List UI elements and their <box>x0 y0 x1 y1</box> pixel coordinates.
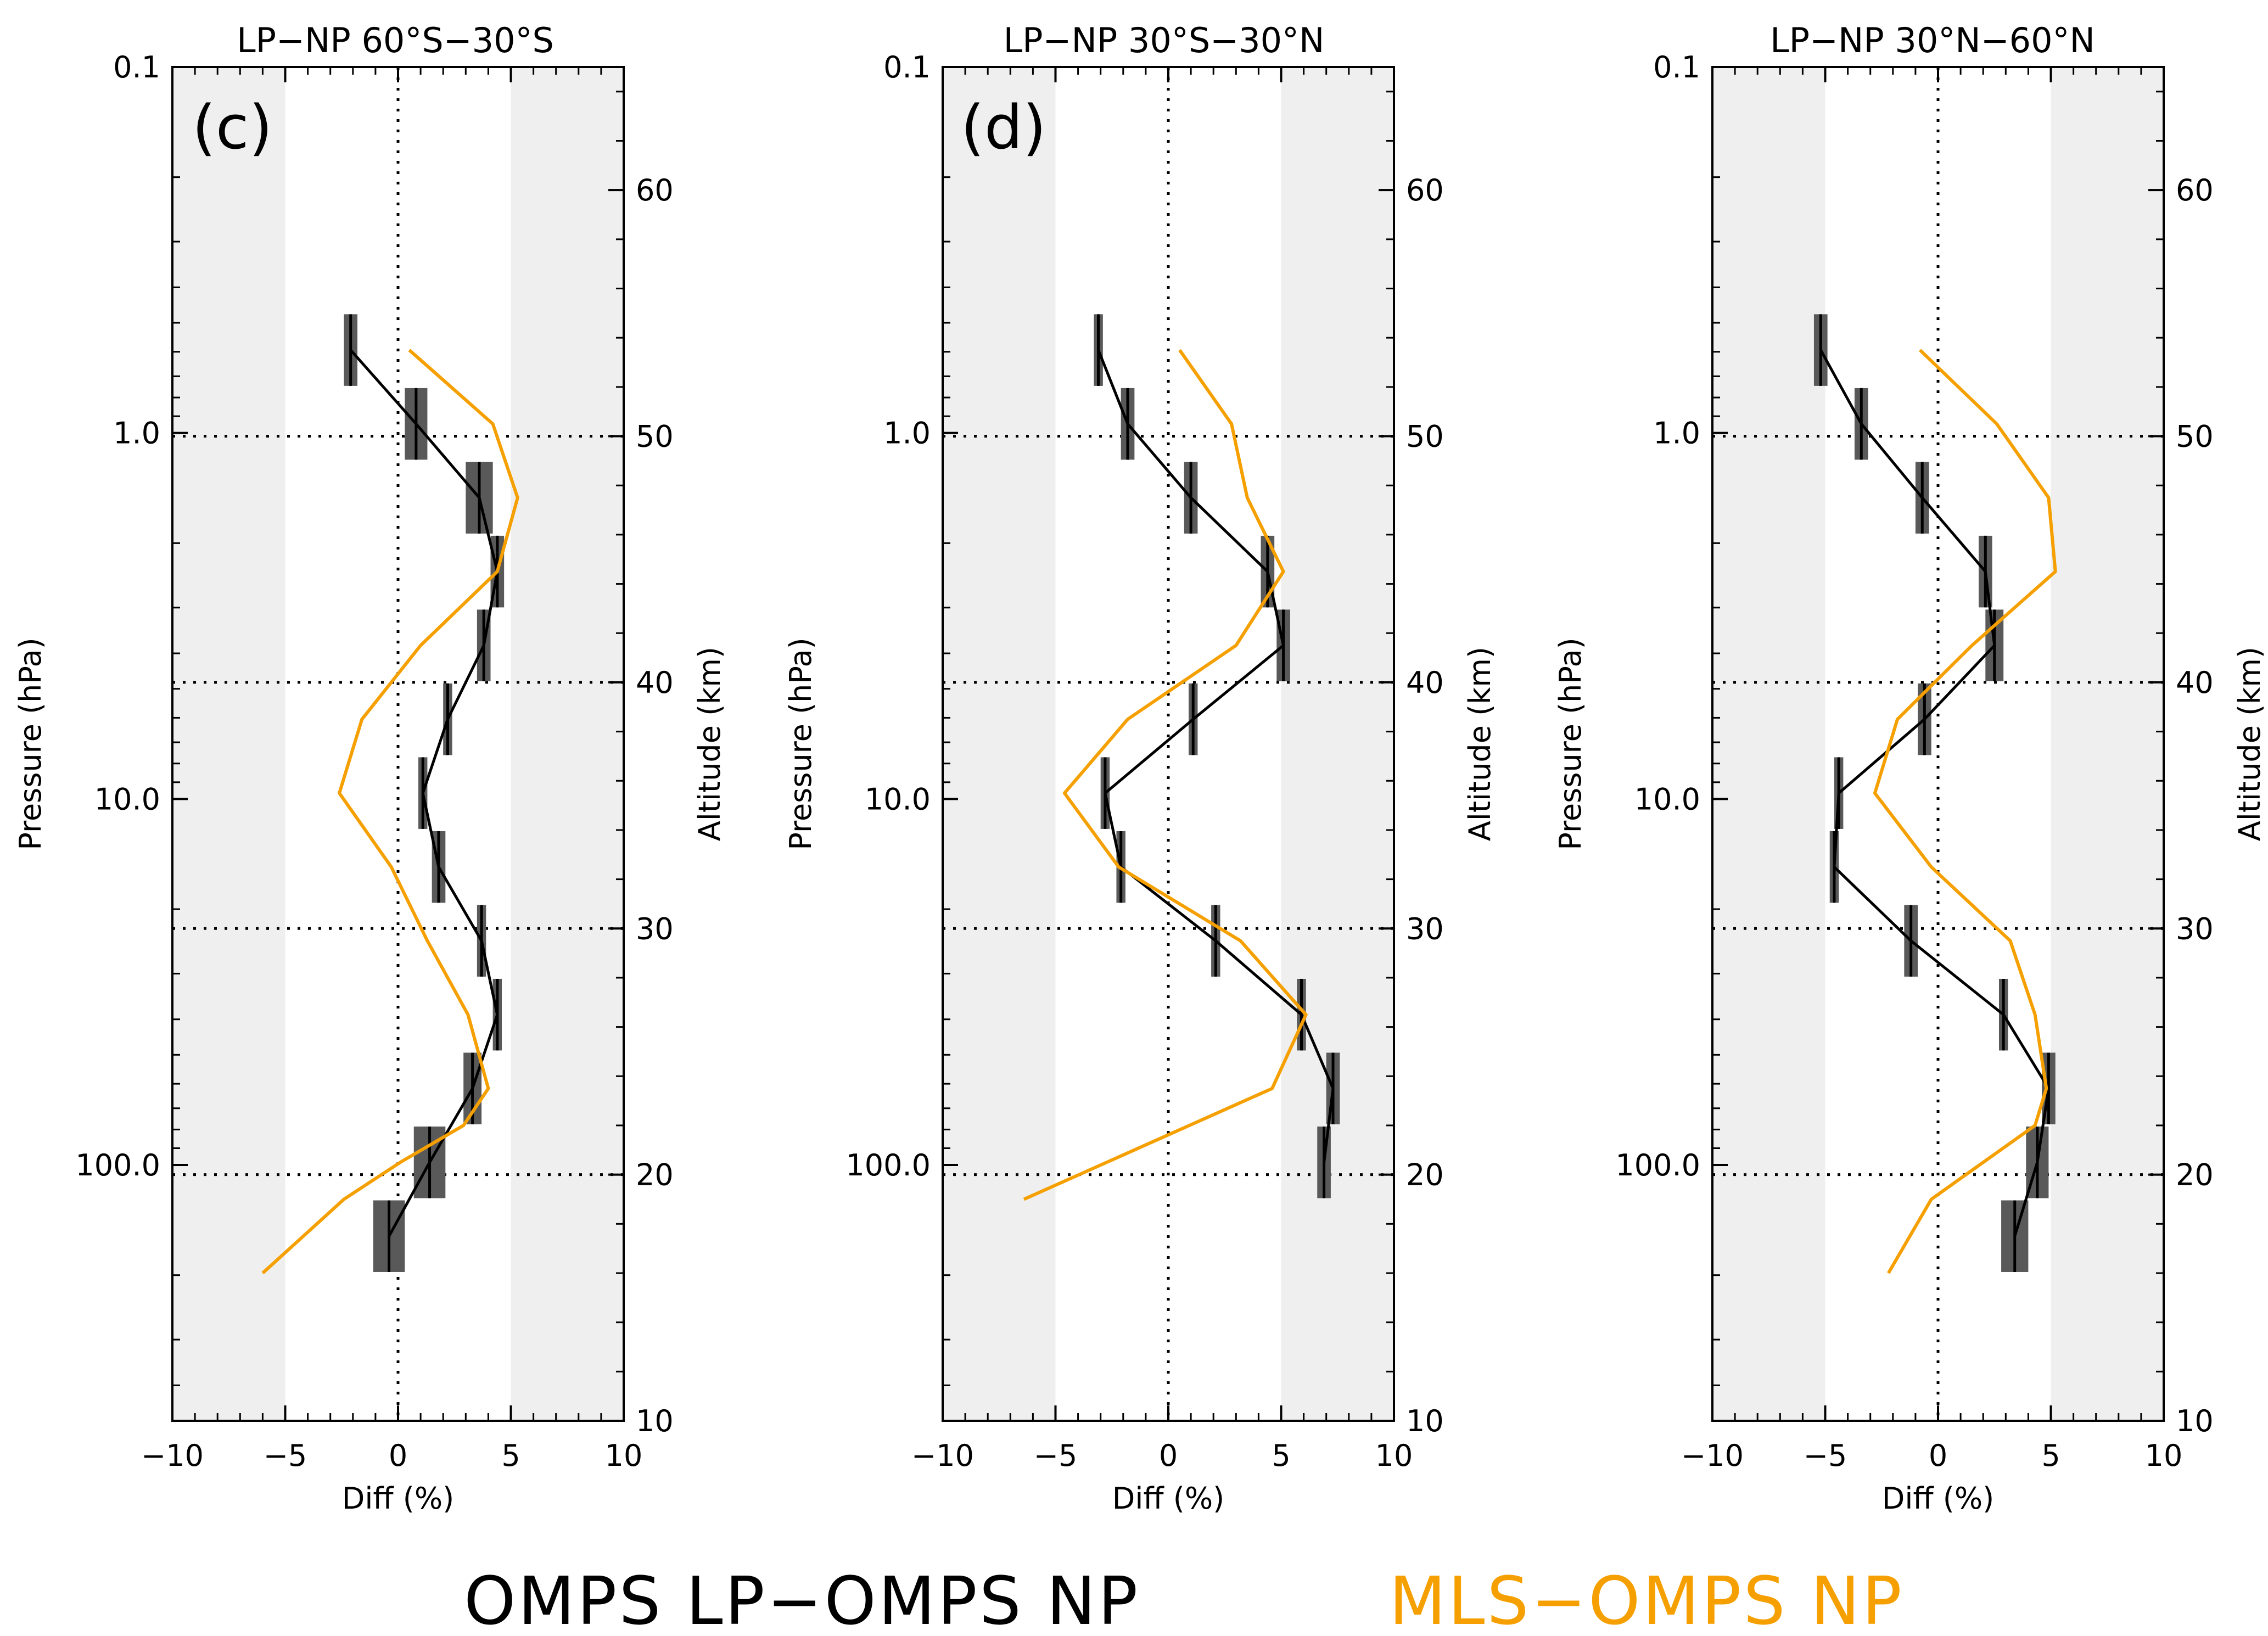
y-tick-label: 10.0 <box>1634 782 1700 816</box>
y-tick-label: 1.0 <box>883 416 931 451</box>
panel-30n-60n: LP−NP 30°N−60°N −10 −5 0 5 10 Diff (%) 0.1 1.0 1… <box>1553 20 2267 1516</box>
y-tick-label: 100.0 <box>75 1148 160 1183</box>
alt-tick-label: 50 <box>2176 419 2214 454</box>
shaded-region <box>1281 67 1394 1421</box>
alt-tick-label: 60 <box>1406 173 1444 208</box>
alt-tick-label: 20 <box>2176 1158 2214 1192</box>
alt-tick-label: 10 <box>2176 1404 2214 1438</box>
y2-axis-label: Altitude (km) <box>2232 647 2267 841</box>
series-line-mls <box>1873 349 2057 1274</box>
shaded-region <box>172 67 285 1421</box>
y-tick-label: 10.0 <box>865 782 931 816</box>
alt-tick-label: 30 <box>1406 911 1444 946</box>
plot-background <box>943 67 1394 1421</box>
x-tick-label: −5 <box>264 1438 307 1473</box>
plot-background <box>172 67 624 1421</box>
x-tick-label: −10 <box>911 1438 974 1473</box>
shaded-region <box>511 67 624 1421</box>
alt-tick-label: 20 <box>1406 1158 1444 1192</box>
alt-tick-label: 40 <box>636 665 674 700</box>
legend: OMPS LP−OMPS NP MLS−OMPS NP <box>464 1564 1904 1636</box>
shaded-region <box>2051 67 2164 1421</box>
panel-letter: (c) <box>192 92 272 163</box>
x-tick-label: 10 <box>2145 1438 2183 1473</box>
x-tick-label: 0 <box>1929 1438 1947 1473</box>
shaded-region <box>1712 67 1825 1421</box>
alt-tick-label: 30 <box>636 911 674 946</box>
y-axis-label: Pressure (hPa) <box>13 637 48 850</box>
y-tick-label: 1.0 <box>1653 416 1700 451</box>
y-axis-label: Pressure (hPa) <box>783 637 818 850</box>
panel-30s-30n: LP−NP 30°S−30°N (d) −10 −5 0 5 10 Diff (%) 0.1… <box>783 20 1497 1516</box>
x-tick-label: 0 <box>389 1438 407 1473</box>
panel-title: LP−NP 60°S−30°S <box>237 20 554 60</box>
x-tick-label: 10 <box>1375 1438 1413 1473</box>
y-tick-label: 1.0 <box>113 416 160 451</box>
x-tick-label: −10 <box>1681 1438 1744 1473</box>
x-tick-label: 5 <box>1272 1438 1290 1473</box>
alt-tick-label: 30 <box>2176 911 2214 946</box>
y-tick-label: 100.0 <box>845 1148 931 1183</box>
alt-tick-label: 40 <box>1406 665 1444 700</box>
series-line-omps-lp <box>1819 349 2050 1237</box>
alt-tick-label: 10 <box>1406 1404 1444 1438</box>
series-line-omps-lp <box>1097 349 1335 1163</box>
alt-tick-label: 50 <box>1406 419 1444 454</box>
y-tick-label: 100.0 <box>1615 1148 1700 1183</box>
alt-tick-label: 50 <box>636 419 674 454</box>
panel-letter: (d) <box>961 92 1046 163</box>
alt-tick-label: 60 <box>636 173 674 208</box>
x-tick-label: 5 <box>501 1438 520 1473</box>
panel-title: LP−NP 30°S−30°N <box>1004 20 1325 60</box>
x-axis-label: Diff (%) <box>342 1481 454 1516</box>
shaded-region <box>943 67 1056 1421</box>
legend-omps-lp: OMPS LP−OMPS NP <box>464 1564 1140 1636</box>
x-axis-label: Diff (%) <box>1112 1481 1224 1516</box>
plot-background <box>1712 67 2164 1421</box>
series-line-mls <box>1023 349 1308 1201</box>
y-axis-label: Pressure (hPa) <box>1553 637 1588 850</box>
panel-title: LP−NP 30°N−60°N <box>1770 20 2095 60</box>
y2-axis-label: Altitude (km) <box>692 647 727 841</box>
alt-tick-label: 60 <box>2176 173 2214 208</box>
x-tick-label: −5 <box>1804 1438 1847 1473</box>
y-tick-label: 10.0 <box>94 782 160 816</box>
alt-tick-label: 10 <box>636 1404 674 1438</box>
legend-mls: MLS−OMPS NP <box>1389 1564 1904 1636</box>
x-tick-label: 5 <box>2041 1438 2060 1473</box>
series-line-mls <box>261 349 519 1275</box>
alt-tick-label: 40 <box>2176 665 2214 700</box>
y2-axis-label: Altitude (km) <box>1463 647 1497 841</box>
x-axis-label: Diff (%) <box>1882 1481 1994 1516</box>
x-tick-label: 10 <box>605 1438 643 1473</box>
alt-tick-label: 20 <box>636 1158 674 1192</box>
y-tick-label: 0.1 <box>1653 50 1700 85</box>
x-tick-label: 0 <box>1159 1438 1178 1473</box>
panel-60s-30s: LP−NP 60°S−30°S (c) −10 −5 0 5 10 Diff (%) 0.1… <box>13 20 727 1516</box>
x-tick-label: −5 <box>1034 1438 1078 1473</box>
x-tick-label: −10 <box>141 1438 204 1473</box>
y-tick-label: 0.1 <box>113 50 160 85</box>
y-tick-label: 0.1 <box>883 50 931 85</box>
series-line-omps-lp <box>349 349 499 1237</box>
